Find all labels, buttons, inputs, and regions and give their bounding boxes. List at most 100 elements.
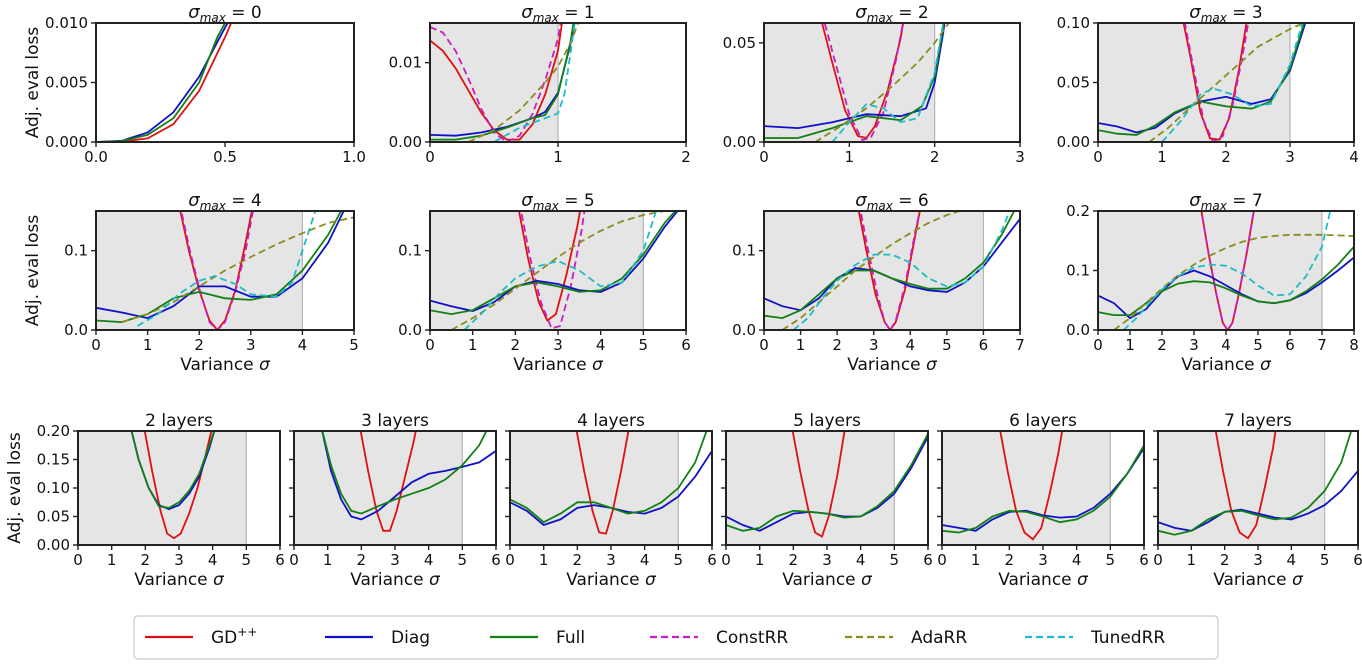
shaded-range [510, 431, 679, 545]
panel-9: 0 1 2 3 4 5 6 0.00 0.05 0.10 0.15 0.20 2 layers Adj. … [5, 411, 285, 590]
series-line-tunedrr [792, 211, 1011, 330]
x-tick-label: 3 [246, 336, 256, 354]
x-tick-label: 0 [289, 551, 299, 569]
panel-title: σmax = 1 [521, 2, 594, 25]
y-tick-label: 0.1 [732, 242, 756, 260]
panel-12: 0 1 2 3 4 5 6 5 layers Variance σ [721, 411, 933, 590]
y-tick-label: 0.10 [1057, 14, 1090, 32]
y-tick-label: 0.0 [64, 321, 88, 339]
shaded-range [294, 431, 463, 545]
series-line-constrr [520, 211, 586, 330]
series-line-constrr [823, 23, 904, 142]
y-tick-label: 0.00 [37, 536, 70, 554]
x-tick-label: 7 [1015, 336, 1025, 354]
y-tick-label: 0.1 [64, 242, 88, 260]
series-line-full [1098, 23, 1306, 136]
x-tick-label: 6 [979, 336, 989, 354]
x-tick-label: 2 [1157, 336, 1167, 354]
shaded-range [1098, 211, 1322, 330]
x-tick-label: 4 [1287, 551, 1297, 569]
panel-10: 0 1 2 3 4 5 6 3 layers Variance σ [289, 411, 501, 590]
x-tick-label: 6 [1285, 336, 1295, 354]
x-tick-label: 1 [1125, 336, 1135, 354]
series-line-full [321, 431, 488, 515]
x-tick-label: 2 [141, 551, 151, 569]
legend-label: GD++ [211, 625, 257, 648]
x-tick-label: 5 [1106, 551, 1116, 569]
x-tick-label: 3 [390, 551, 400, 569]
legend-entry-constrr: ConstRR [650, 628, 788, 648]
series-line-full [1158, 431, 1353, 536]
series-line-gd [857, 211, 921, 330]
x-tick-label: 5 [349, 336, 359, 354]
x-tick-label: 7 [1317, 336, 1327, 354]
series-line-adarr [121, 216, 354, 323]
x-tick-label: 1 [971, 551, 981, 569]
series-line-gd [575, 431, 630, 535]
series-line-adarr [1113, 233, 1354, 330]
x-tick-label: 5 [458, 551, 468, 569]
x-tick-label: 6 [707, 551, 717, 569]
x-tick-label: 1 [323, 551, 333, 569]
x-tick-label: 5 [242, 551, 252, 569]
plot-frame [763, 22, 1021, 143]
panel-5: 0 1 2 3 4 5 0.0 0.1 σmax = 4 Adj. eval loss Varian… [23, 190, 359, 375]
x-tick-label: 2 [1005, 551, 1015, 569]
x-tick-label: 3 [869, 336, 879, 354]
series-line-gd [999, 431, 1064, 541]
x-axis-label: Variance σ [180, 355, 271, 375]
y-tick-label: 0.010 [45, 14, 88, 32]
panel-title: 6 layers [1009, 411, 1077, 431]
x-axis-label: Variance σ [1181, 355, 1272, 375]
panel-title: σmax = 5 [521, 190, 594, 213]
x-tick-label: 1 [468, 336, 478, 354]
x-tick-label: 5 [674, 551, 684, 569]
x-axis-label: Variance σ [134, 570, 225, 590]
panel-3: 0 1 2 3 0.00 0.05 σmax = 2 [723, 2, 1025, 166]
x-tick-label: 6 [275, 551, 285, 569]
y-tick-label: 0.05 [37, 508, 70, 526]
series-line-full [96, 211, 342, 324]
x-tick-label: 4 [1349, 148, 1359, 166]
x-tick-label: 1 [755, 551, 765, 569]
x-tick-label: 4 [1221, 336, 1231, 354]
panel-8: 0 1 2 3 4 5 6 7 8 0.0 0.1 0.2 σmax = 7 Variance σ [1066, 190, 1359, 375]
series-line-tunedrr [463, 211, 657, 330]
series-line-full [764, 23, 945, 139]
y-axis-label: Adj. eval loss [23, 215, 43, 327]
x-tick-label: 1.0 [342, 148, 366, 166]
y-tick-label: 0.00 [1057, 133, 1090, 151]
x-tick-label: 0 [937, 551, 947, 569]
x-tick-label: 2 [1220, 551, 1230, 569]
x-tick-label: 0 [759, 148, 769, 166]
x-tick-label: 0 [425, 336, 435, 354]
series-line-diag [96, 23, 229, 142]
series-line-adarr [814, 23, 950, 142]
series-line-gd [1214, 431, 1277, 540]
plot-frame [763, 210, 1021, 331]
y-tick-label: 0.2 [1066, 202, 1090, 220]
y-tick-label: 0.000 [45, 133, 88, 151]
x-tick-label: 0 [759, 336, 769, 354]
x-tick-label: 4 [640, 551, 650, 569]
x-tick-label: 1 [796, 336, 806, 354]
x-tick-label: 2 [681, 148, 691, 166]
x-axis-label: Variance σ [782, 570, 873, 590]
series-line-constrr [1183, 23, 1250, 142]
legend-entry-tunedrr: TunedRR [1025, 628, 1165, 648]
series-line-gd [1200, 211, 1255, 330]
x-axis-label: Variance σ [350, 570, 441, 590]
x-axis-label: Variance σ [566, 570, 657, 590]
x-tick-label: 8 [1349, 336, 1359, 354]
x-tick-label: 6 [1139, 551, 1149, 569]
legend-label: Diag [391, 628, 430, 648]
x-tick-label: 3 [1038, 551, 1048, 569]
y-tick-label: 0.0 [398, 321, 422, 339]
x-tick-label: 2 [1221, 148, 1231, 166]
shaded-range [96, 211, 303, 330]
legend: GD++ Diag Full ConstRR AdaRR TunedRR [133, 615, 1219, 660]
x-tick-label: 1 [1187, 551, 1197, 569]
panel-title: 5 layers [793, 411, 861, 431]
panel-title: σmax = 3 [1189, 2, 1262, 25]
